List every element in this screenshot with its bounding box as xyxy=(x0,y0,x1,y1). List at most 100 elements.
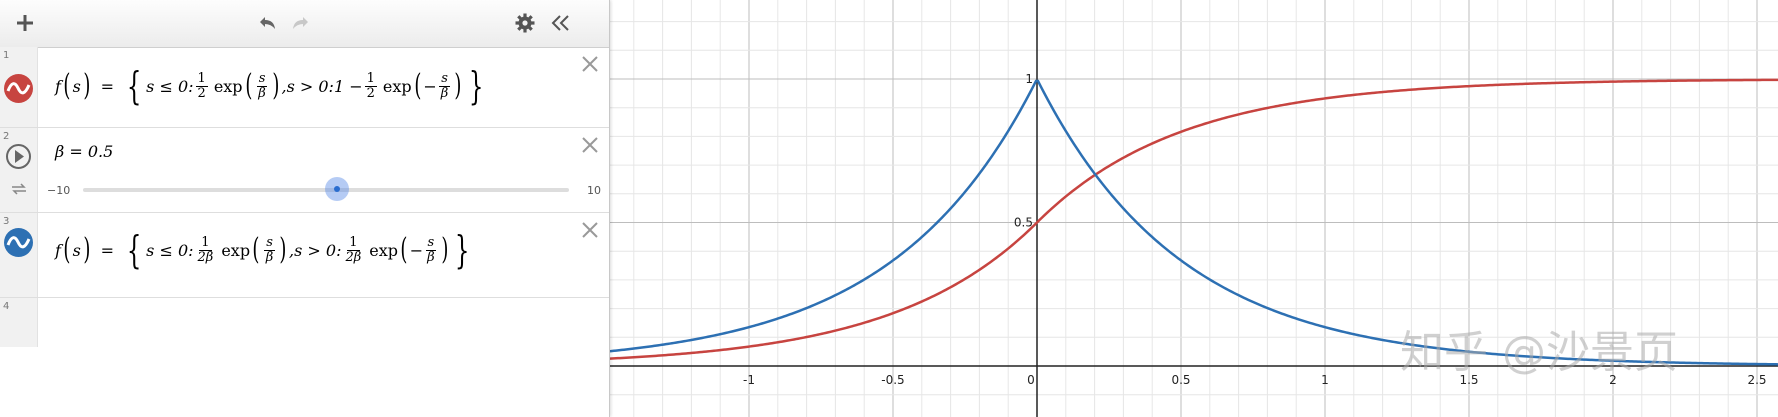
brace: } xyxy=(455,228,470,272)
expression-index: 2 xyxy=(3,131,10,142)
fn-name: f xyxy=(55,76,61,96)
paren: ) xyxy=(83,232,91,267)
paren: ( xyxy=(413,68,422,103)
fn-name: f xyxy=(55,240,61,260)
condition: ,s > 0: xyxy=(289,240,342,260)
x-tick-label: -0.5 xyxy=(881,373,904,387)
x-tick-label: 2 xyxy=(1609,373,1617,387)
expression-row-4[interactable]: 4 xyxy=(0,298,609,417)
x-tick-label: 0 xyxy=(1027,373,1035,387)
watermark: 知乎 @沙景页 xyxy=(1400,327,1678,378)
minus: − xyxy=(423,76,437,96)
tick-labels: -1 -0.5 0 0.5 1 1.5 2 2.5 0.5 1 xyxy=(743,72,1767,387)
paren: ) xyxy=(454,68,462,103)
delete-expression-1-button[interactable] xyxy=(579,53,601,75)
den: β xyxy=(265,249,274,265)
den: 2 xyxy=(197,85,206,101)
fraction: 1 2β xyxy=(343,234,363,265)
brace: } xyxy=(468,64,484,108)
den: 2β xyxy=(197,249,214,265)
expression-gutter: 1 xyxy=(0,47,38,127)
delete-expression-3-button[interactable] xyxy=(579,219,601,241)
expression-index: 3 xyxy=(3,216,10,227)
expression-row-2[interactable]: 2 β = 0.5 xyxy=(0,128,609,213)
slider-variable: β = 0.5 xyxy=(55,142,114,161)
den: 2 xyxy=(366,85,375,101)
x-tick-label: -1 xyxy=(743,373,755,387)
exp-fn: exp xyxy=(213,76,243,96)
red-wave-icon[interactable] xyxy=(4,74,33,103)
undo-button[interactable] xyxy=(254,10,280,36)
add-expression-button[interactable] xyxy=(12,10,38,36)
pdf-curve xyxy=(610,79,1778,366)
paren: ) xyxy=(83,68,91,103)
delete-expression-2-button[interactable] xyxy=(579,134,601,156)
minus: − xyxy=(409,240,424,260)
paren: ) xyxy=(272,68,280,103)
condition: s ≤ 0: xyxy=(146,240,194,260)
expression-2-slider-label[interactable]: β = 0.5 xyxy=(55,142,113,161)
num: s xyxy=(256,70,268,87)
paren: ( xyxy=(244,68,252,103)
expression-index: 1 xyxy=(3,50,10,61)
den: β xyxy=(258,85,266,101)
var: s xyxy=(72,240,81,260)
var: s xyxy=(72,76,81,96)
den: β xyxy=(440,85,449,101)
condition: s ≤ 0: xyxy=(146,76,194,96)
exp-fn: exp xyxy=(382,76,412,96)
den: 2β xyxy=(345,249,362,265)
expression-gutter: 4 xyxy=(0,298,38,347)
plus-icon xyxy=(17,15,33,31)
paren: ( xyxy=(63,68,71,103)
settings-button[interactable] xyxy=(512,10,538,36)
num: 1 xyxy=(347,234,360,251)
redo-icon xyxy=(293,17,308,29)
num: 1 xyxy=(195,70,208,87)
exp-fn: exp xyxy=(221,240,251,260)
double-chevron-left-icon xyxy=(551,15,569,31)
equals: = xyxy=(100,240,114,260)
expression-gutter: 2 xyxy=(0,128,38,212)
beta-slider-thumb[interactable] xyxy=(325,177,349,201)
slider-max-label[interactable]: 10 xyxy=(587,184,601,197)
brace: { xyxy=(126,228,142,272)
blue-wave-icon[interactable] xyxy=(4,228,33,257)
slider-min-label[interactable]: −10 xyxy=(47,184,71,197)
beta-slider-track[interactable] xyxy=(83,188,569,192)
gear-icon xyxy=(515,13,535,33)
x-tick-label: 1.5 xyxy=(1459,373,1478,387)
undo-icon xyxy=(260,17,275,29)
paren: ( xyxy=(252,232,260,267)
y-tick-label: 1 xyxy=(1025,72,1033,86)
graph-canvas[interactable]: -1 -0.5 0 0.5 1 1.5 2 2.5 0.5 1 xyxy=(610,0,1778,417)
den: β xyxy=(427,249,435,265)
condition: ,s > 0:1 − xyxy=(281,76,363,96)
paren: ( xyxy=(400,232,408,267)
paren: ) xyxy=(279,232,287,267)
play-icon[interactable] xyxy=(5,143,32,170)
expression-gutter: 3 xyxy=(0,213,38,297)
collapse-panel-button[interactable] xyxy=(548,10,574,36)
num: s xyxy=(439,70,450,87)
paren: ) xyxy=(440,232,449,267)
fraction: 1 2β xyxy=(196,235,216,265)
expression-toolbar xyxy=(0,0,609,48)
equals: = xyxy=(100,76,114,96)
redo-button[interactable] xyxy=(288,10,314,36)
paren: ( xyxy=(63,232,71,267)
repeat-icon[interactable] xyxy=(10,182,28,196)
expression-index: 4 xyxy=(3,301,10,312)
axes xyxy=(610,0,1778,417)
